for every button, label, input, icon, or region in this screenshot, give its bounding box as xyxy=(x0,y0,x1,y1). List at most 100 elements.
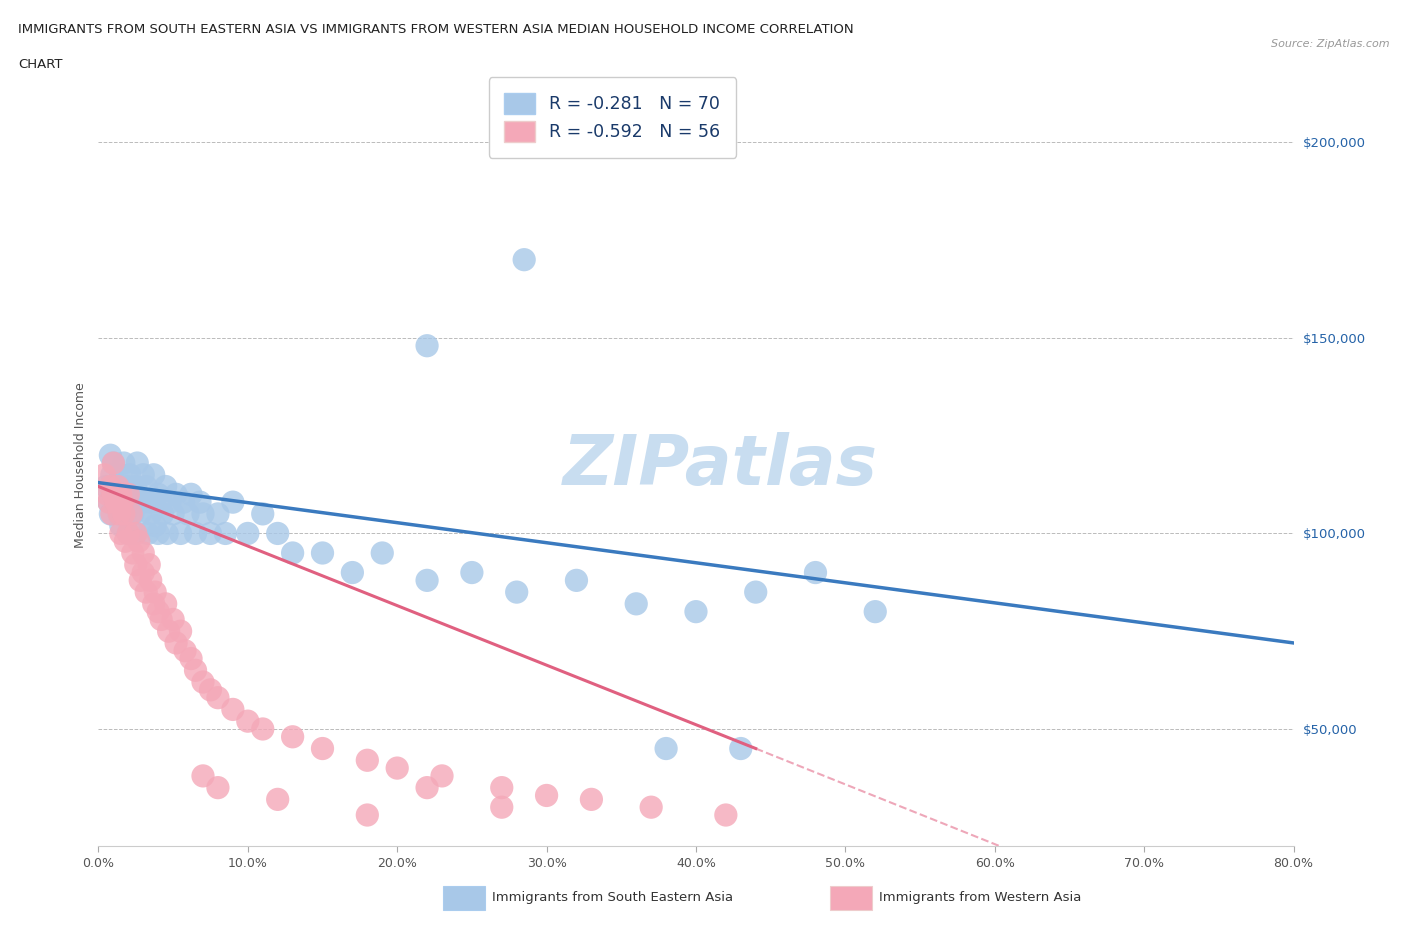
Point xyxy=(101,468,124,483)
Point xyxy=(118,468,141,483)
Point xyxy=(100,447,122,462)
Text: IMMIGRANTS FROM SOUTH EASTERN ASIA VS IMMIGRANTS FROM WESTERN ASIA MEDIAN HOUSEH: IMMIGRANTS FROM SOUTH EASTERN ASIA VS IM… xyxy=(18,23,853,36)
Text: ZIPatlas: ZIPatlas xyxy=(562,432,877,498)
Point xyxy=(191,768,214,783)
Point xyxy=(169,526,191,541)
Point xyxy=(311,741,333,756)
Point xyxy=(132,565,155,580)
Point xyxy=(236,713,259,728)
Point xyxy=(165,635,187,650)
Point xyxy=(135,479,157,494)
Point xyxy=(93,468,115,483)
Point xyxy=(200,526,222,541)
Point xyxy=(143,585,166,600)
Point xyxy=(132,468,155,483)
Point xyxy=(125,526,148,541)
Point xyxy=(640,800,662,815)
Point xyxy=(177,507,200,522)
Point xyxy=(281,729,304,744)
Point xyxy=(513,252,536,267)
Point xyxy=(139,495,162,510)
Point xyxy=(150,612,173,627)
Point xyxy=(430,768,453,783)
Point xyxy=(108,507,131,522)
Point xyxy=(103,487,125,502)
Point xyxy=(114,507,136,522)
Point xyxy=(114,534,136,549)
Point xyxy=(121,546,143,561)
Point xyxy=(804,565,827,580)
Point xyxy=(112,507,135,522)
Point xyxy=(157,624,180,639)
Point xyxy=(117,526,139,541)
Point xyxy=(188,495,211,510)
Point xyxy=(129,507,152,522)
Point xyxy=(506,585,529,600)
Point xyxy=(103,456,125,471)
Point xyxy=(135,585,157,600)
Point xyxy=(281,546,304,561)
Point xyxy=(127,456,149,471)
Point xyxy=(100,507,122,522)
Point xyxy=(745,585,768,600)
Point xyxy=(111,495,134,510)
Point xyxy=(129,573,152,588)
Point xyxy=(416,780,439,795)
Point xyxy=(143,518,166,533)
Point xyxy=(155,479,177,494)
Point xyxy=(120,507,142,522)
Point xyxy=(236,526,259,541)
Legend: R = -0.281   N = 70, R = -0.592   N = 56: R = -0.281 N = 70, R = -0.592 N = 56 xyxy=(488,77,737,158)
Point xyxy=(356,752,378,767)
Point xyxy=(180,651,202,666)
Point xyxy=(267,792,290,807)
Point xyxy=(142,596,165,611)
Point xyxy=(128,534,150,549)
Point xyxy=(111,495,134,510)
Point xyxy=(132,495,155,510)
Point xyxy=(200,683,222,698)
Point xyxy=(714,807,737,822)
Point xyxy=(356,807,378,822)
Point xyxy=(416,573,439,588)
Point xyxy=(125,479,148,494)
Point xyxy=(112,456,135,471)
Point xyxy=(96,487,118,502)
Point xyxy=(136,526,159,541)
Point xyxy=(180,487,202,502)
Point xyxy=(107,479,129,494)
Point xyxy=(252,507,274,522)
Point xyxy=(222,495,245,510)
Point xyxy=(152,507,174,522)
Point xyxy=(117,495,139,510)
Point xyxy=(107,479,129,494)
Point xyxy=(150,495,173,510)
Point xyxy=(148,604,170,619)
Point xyxy=(730,741,752,756)
Point xyxy=(128,495,150,510)
Point xyxy=(156,526,179,541)
Point xyxy=(138,557,160,572)
Point xyxy=(165,487,187,502)
Point xyxy=(100,479,122,494)
Point xyxy=(159,495,181,510)
Point xyxy=(416,339,439,353)
Point xyxy=(169,624,191,639)
Y-axis label: Median Household Income: Median Household Income xyxy=(75,382,87,548)
Text: Immigrants from South Eastern Asia: Immigrants from South Eastern Asia xyxy=(492,891,733,904)
Point xyxy=(267,526,290,541)
Point xyxy=(103,456,125,471)
Text: Source: ZipAtlas.com: Source: ZipAtlas.com xyxy=(1271,39,1389,49)
Point xyxy=(184,526,207,541)
Point xyxy=(565,573,588,588)
Point xyxy=(110,487,132,502)
Point xyxy=(214,526,236,541)
Point xyxy=(191,674,214,689)
Point xyxy=(105,495,128,510)
Point xyxy=(385,761,409,776)
Point xyxy=(311,546,333,561)
Point xyxy=(865,604,887,619)
Point xyxy=(139,507,162,522)
Point xyxy=(120,487,142,502)
Point xyxy=(207,507,229,522)
